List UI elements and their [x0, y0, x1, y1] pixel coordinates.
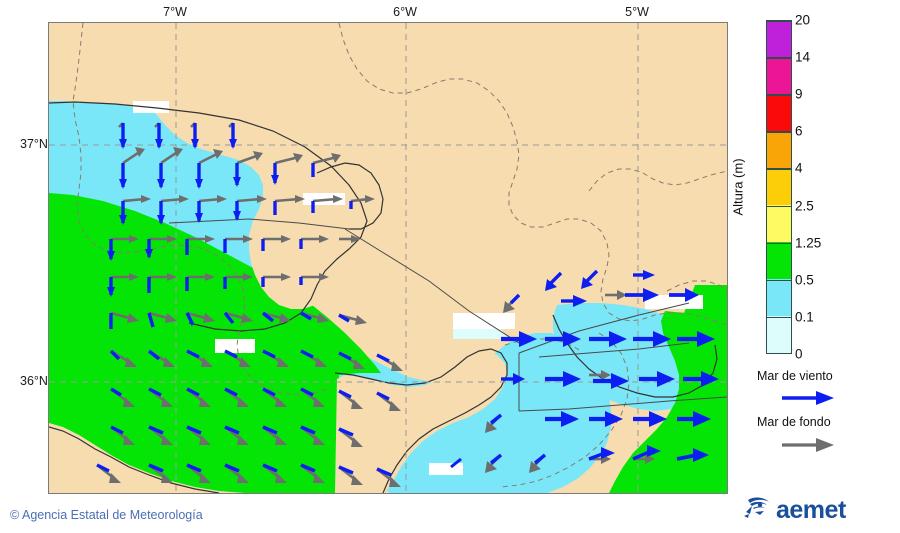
colorbar-tick-4: 4 — [795, 160, 803, 176]
map-graphics — [49, 23, 727, 493]
colorbar-segment-1.25-2.5 — [767, 205, 791, 243]
colorbar-segment-6-9 — [767, 94, 791, 132]
maritime-boundaries — [168, 218, 727, 412]
colorbar-tick-20: 20 — [795, 12, 811, 28]
colorbar-segment-4-6 — [767, 131, 791, 169]
map-canvas[interactable] — [48, 22, 728, 494]
legend-arrow-swell — [782, 438, 834, 452]
morocco-coast-overlay — [335, 351, 507, 493]
colorbar-tick-6: 6 — [795, 123, 803, 139]
colorbar-tick-2.5: 2.5 — [795, 198, 814, 214]
colorbar-tick-1.25: 1.25 — [795, 235, 822, 251]
colorbar[interactable]: 20 14 9 6 4 2.5 1.25 0.5 0.1 0 — [766, 13, 821, 362]
lat-tick-37N: 37°N — [20, 137, 48, 151]
lon-tick-7W: 7°W — [163, 5, 187, 19]
aemet-logo-icon — [744, 497, 769, 518]
colorbar-gradient — [766, 20, 792, 354]
colorbar-tick-0: 0 — [795, 346, 803, 362]
coastline-layer — [49, 101, 718, 493]
lon-tick-5W: 5°W — [625, 5, 649, 19]
calm-sliver-tarifa — [429, 463, 463, 475]
lat-tick-36N: 36°N — [20, 374, 48, 388]
legend-label-swell: Mar de fondo — [757, 415, 831, 429]
colorbar-tick-0.5: 0.5 — [795, 272, 814, 288]
colorbar-tick-9: 9 — [795, 86, 803, 102]
legend-arrow-wind-sea — [782, 391, 834, 405]
aemet-wordmark: aemet — [776, 496, 846, 524]
lon-tick-6W: 6°W — [393, 5, 417, 19]
colorbar-segment-0.1-0.5 — [767, 279, 791, 316]
colorbar-segment-9-14 — [767, 57, 791, 95]
colorbar-tick-14: 14 — [795, 49, 811, 65]
calm-sliver-cadiz — [215, 339, 255, 353]
colorbar-tick-0.1: 0.1 — [795, 309, 814, 325]
legend-label-wind-sea: Mar de viento — [757, 369, 833, 383]
wave-vector-arrows — [96, 122, 719, 487]
colorbar-segment-0-0.1 — [767, 316, 791, 353]
colorbar-segment-0.5-1.25 — [767, 242, 791, 280]
colorbar-segment-2.5-4 — [767, 168, 791, 206]
colorbar-segment-14-20 — [767, 21, 791, 58]
copyright-notice: © Agencia Estatal de Meteorología — [10, 508, 203, 522]
west-coast-line — [49, 23, 83, 101]
north-africa-landmass — [49, 423, 245, 493]
colorbar-axis-title: Altura (m) — [730, 158, 746, 216]
graticule — [49, 23, 727, 493]
